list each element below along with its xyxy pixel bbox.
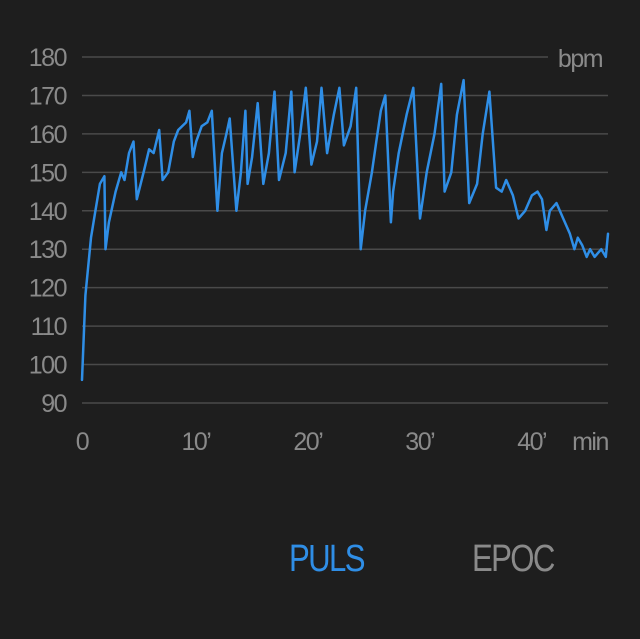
y-tick-label: 150 bbox=[29, 159, 67, 187]
x-axis-unit-label: min bbox=[572, 428, 608, 456]
y-tick-label: 180 bbox=[29, 44, 67, 72]
tab-epoc[interactable]: EPOC bbox=[472, 538, 555, 580]
y-tick-label: 130 bbox=[29, 236, 67, 264]
x-tick-label: 0 bbox=[76, 428, 89, 456]
y-tick-label: 160 bbox=[29, 121, 67, 149]
chart-gridlines bbox=[82, 56, 608, 404]
y-tick-label: 110 bbox=[31, 313, 67, 341]
x-axis-tick-labels: 0 10’ 20’ 30’ 40’ bbox=[76, 428, 548, 456]
y-tick-label: 140 bbox=[29, 198, 67, 226]
chart-tab-bar: PULS EPOC bbox=[0, 530, 640, 590]
y-tick-label: 170 bbox=[29, 82, 67, 110]
y-tick-label: 100 bbox=[29, 352, 67, 380]
x-tick-label: 30’ bbox=[405, 428, 434, 456]
heart-rate-chart: 90 100 110 120 130 140 150 160 170 180 0 10’ 20’ 30’… bbox=[29, 44, 610, 456]
heart-rate-line bbox=[80, 78, 610, 382]
x-tick-label: 20’ bbox=[293, 428, 322, 456]
y-tick-label: 90 bbox=[41, 390, 66, 418]
x-tick-label: 10’ bbox=[181, 428, 210, 456]
x-tick-label: 40’ bbox=[517, 428, 546, 456]
y-axis-tick-labels: 90 100 110 120 130 140 150 160 170 180 bbox=[29, 44, 68, 418]
tab-puls[interactable]: PULS bbox=[289, 538, 365, 580]
y-tick-label: 120 bbox=[29, 275, 67, 303]
y-axis-unit-label: bpm bbox=[558, 45, 603, 73]
